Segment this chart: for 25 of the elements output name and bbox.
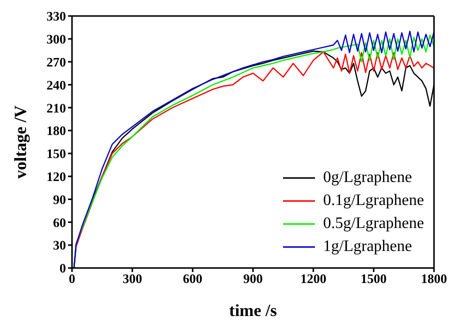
x-tick-label: 300 — [122, 271, 142, 286]
legend-label: 0g/Lgraphene — [323, 168, 412, 188]
y-tick-label: 330 — [46, 8, 66, 24]
y-tick-label: 90 — [53, 192, 66, 207]
y-tick-label: 270 — [46, 54, 66, 70]
legend-label: 0.5g/Lgraphene — [323, 214, 424, 234]
y-tick-label: 180 — [46, 123, 66, 138]
y-tick-label: 0 — [60, 260, 66, 276]
x-tick-label: 1500 — [360, 271, 387, 286]
y-tick-label: 120 — [46, 168, 66, 184]
x-axis-title: time /s — [229, 301, 278, 320]
x-tick-label: 900 — [243, 271, 263, 286]
y-tick-label: 30 — [53, 238, 66, 253]
y-tick-label: 60 — [53, 214, 66, 230]
legend-label: 0.1g/Lgraphene — [323, 191, 424, 211]
x-tick-label: 1200 — [300, 271, 326, 286]
y-tick-label: 240 — [46, 77, 66, 92]
y-tick-label: 150 — [46, 146, 66, 162]
x-tick-label: 1800 — [421, 271, 447, 286]
x-tick-label: 600 — [182, 271, 202, 286]
legend-label: 1g/Lgraphene — [323, 237, 412, 257]
x-tick-label: 0 — [68, 271, 76, 286]
y-tick-label: 210 — [46, 100, 66, 116]
y-axis-title: voltage /V — [11, 104, 30, 179]
y-tick-label: 300 — [46, 32, 66, 47]
